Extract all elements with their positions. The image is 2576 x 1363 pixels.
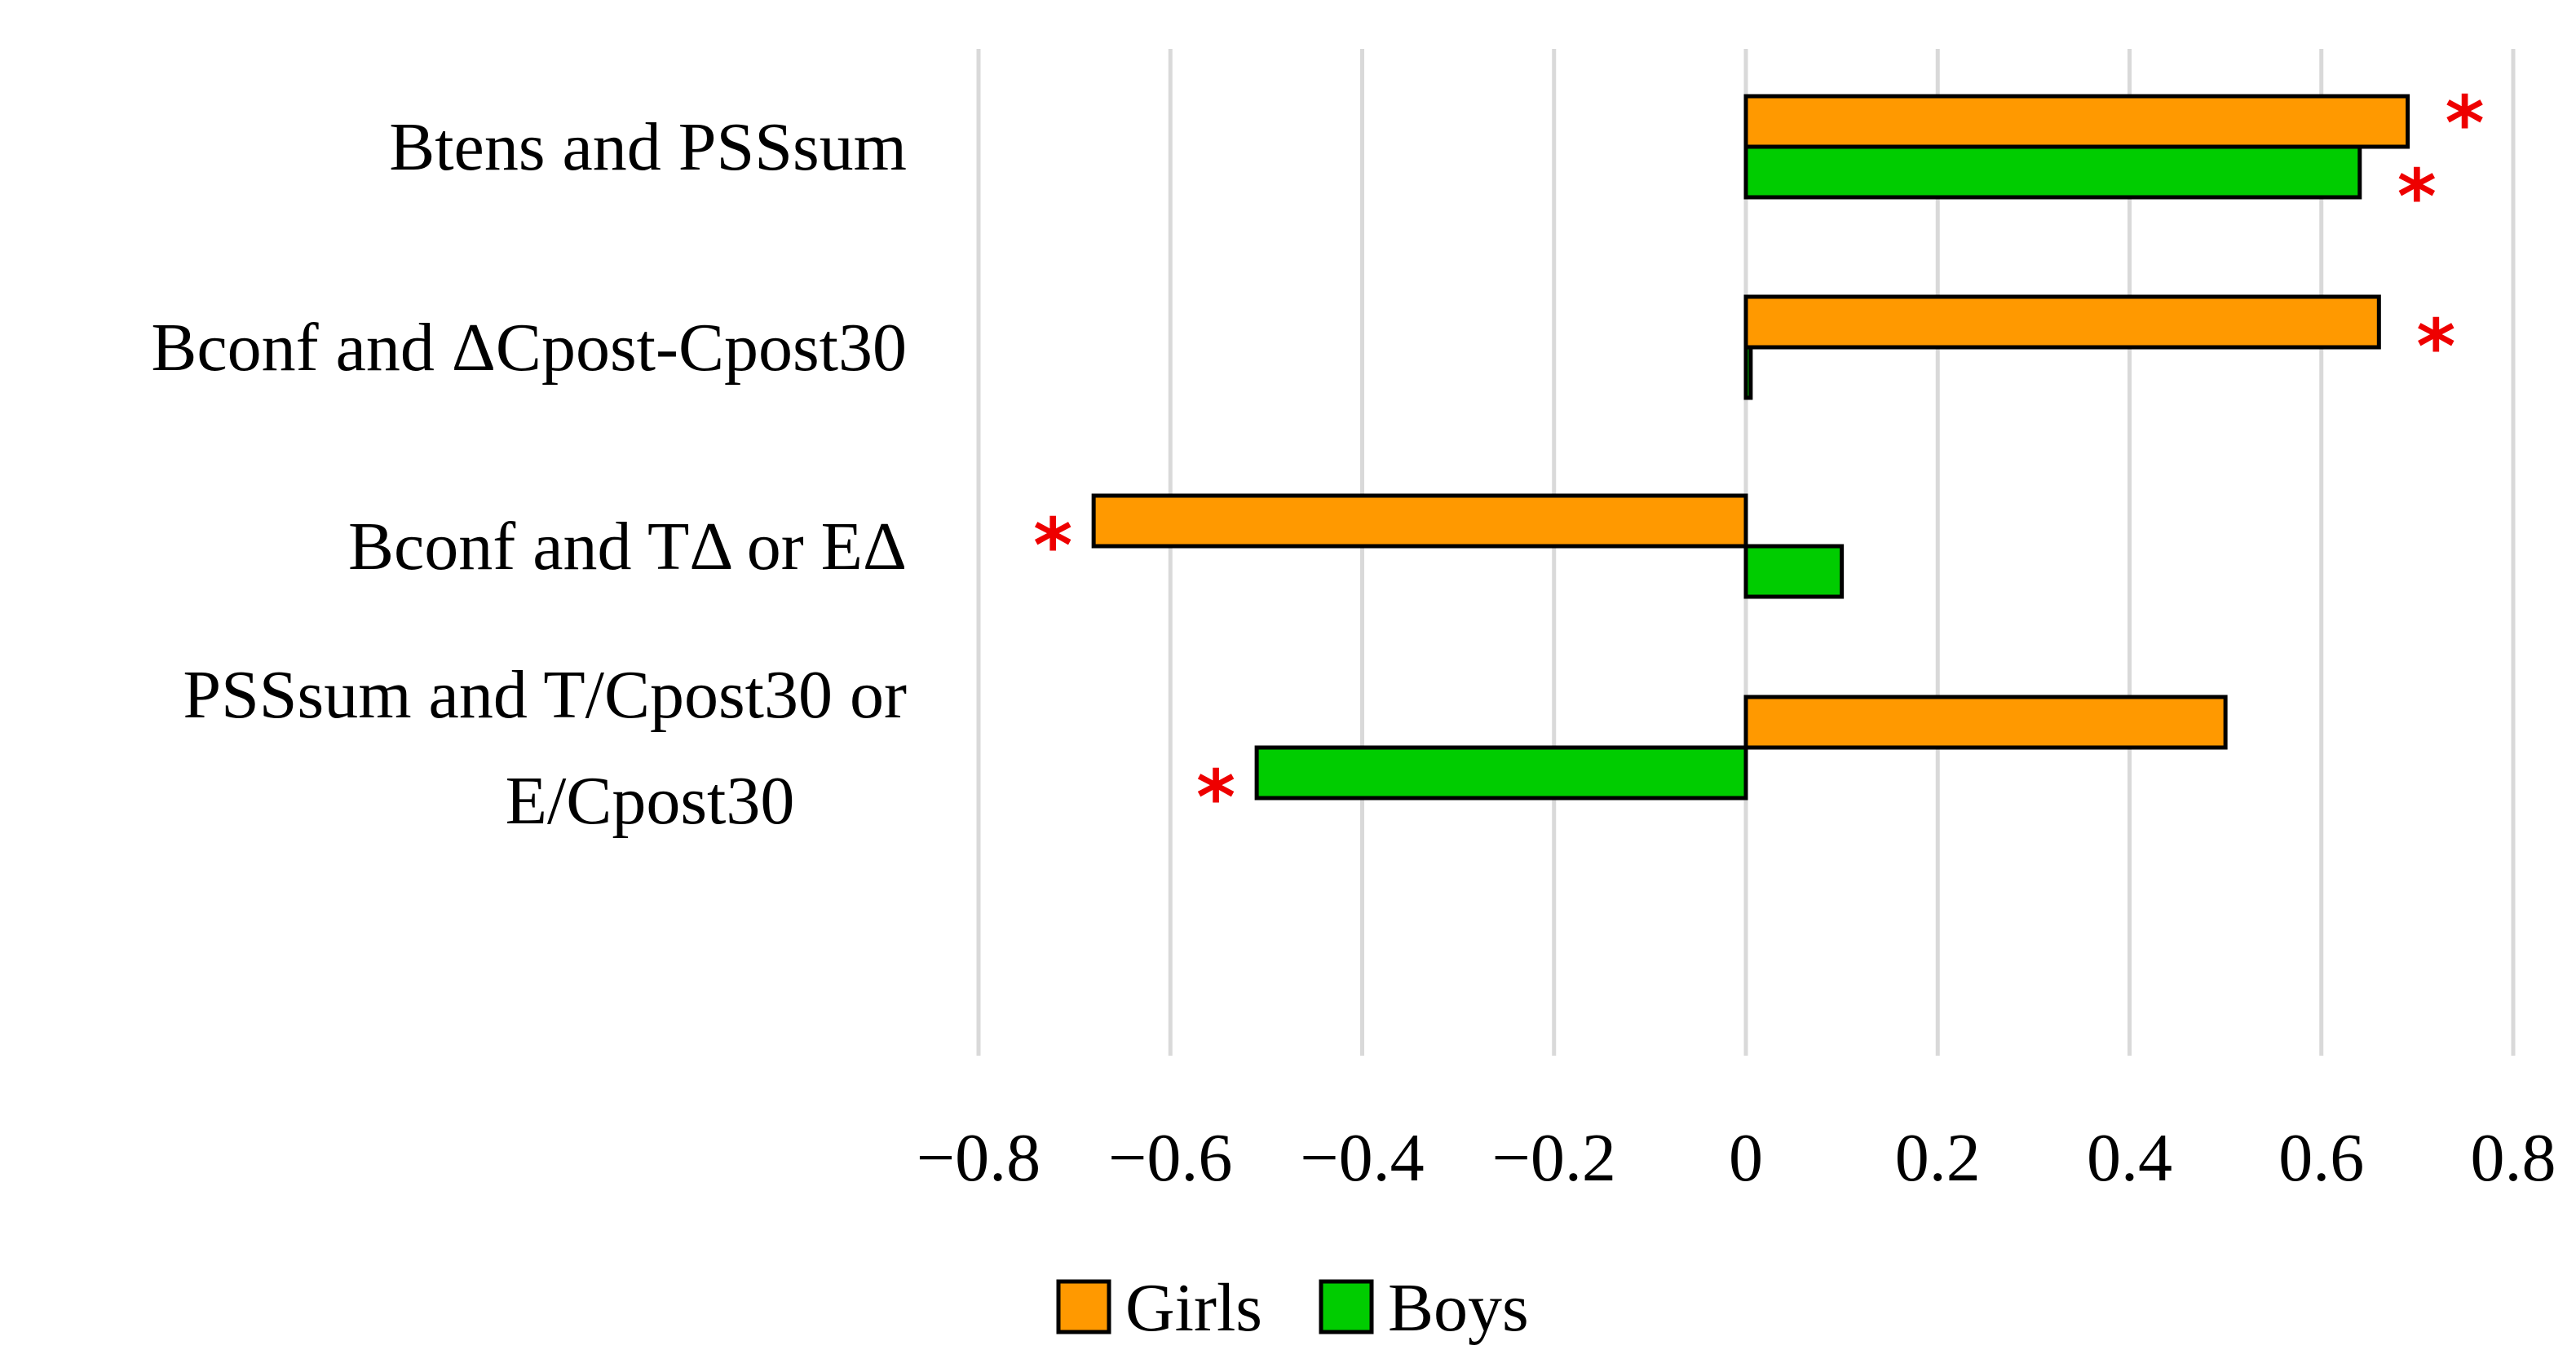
x-tick-label: 0.6 <box>2278 1120 2364 1196</box>
bar-girls <box>1743 695 2228 750</box>
category-labels: Btens and PSSsum Bconf and ΔCpost-Cpost30… <box>151 109 907 839</box>
category-label: Btens and PSSsum <box>389 109 907 185</box>
significance-star: * <box>1196 754 1235 841</box>
significance-star: * <box>2446 80 2485 167</box>
category-label: PSSsum and T/Cpost30 or E/Cpost30 <box>183 657 907 839</box>
x-tick-label: 0.2 <box>1895 1120 1981 1196</box>
bars <box>1091 94 2410 801</box>
category-label: Bconf and TΔ or EΔ <box>348 509 907 584</box>
bar-girls <box>1743 294 2381 350</box>
legend-swatch-boys <box>1319 1279 1374 1334</box>
bar-boys <box>1254 745 1748 801</box>
significance-star: * <box>2416 303 2455 390</box>
legend-label-girls: Girls <box>1125 1270 1262 1346</box>
x-tick-label: −0.2 <box>1492 1120 1616 1196</box>
significance-markers: ***** <box>1033 80 2485 841</box>
legend: Girls Boys <box>1056 1270 1529 1346</box>
x-tick-label: −0.8 <box>917 1120 1041 1196</box>
bar-boys <box>1743 544 1845 599</box>
x-tick-labels: −0.8 −0.6 −0.4 −0.2 0 0.2 0.4 0.6 0.8 <box>917 1120 2556 1196</box>
bar-boys <box>1743 345 1753 400</box>
bar-boys <box>1743 144 2362 200</box>
x-tick-label: 0.8 <box>2471 1120 2556 1196</box>
x-tick-label: 0 <box>1729 1120 1763 1196</box>
legend-swatch-girls <box>1056 1279 1111 1334</box>
x-tick-label: −0.6 <box>1108 1120 1232 1196</box>
x-tick-label: 0.4 <box>2087 1120 2172 1196</box>
legend-label-boys: Boys <box>1388 1270 1529 1346</box>
significance-star: * <box>2397 153 2437 240</box>
bar-girls <box>1091 493 1748 549</box>
bar-girls <box>1743 94 2410 149</box>
category-label: Bconf and ΔCpost-Cpost30 <box>151 310 907 386</box>
x-tick-label: −0.4 <box>1300 1120 1424 1196</box>
significance-star: * <box>1033 502 1072 589</box>
